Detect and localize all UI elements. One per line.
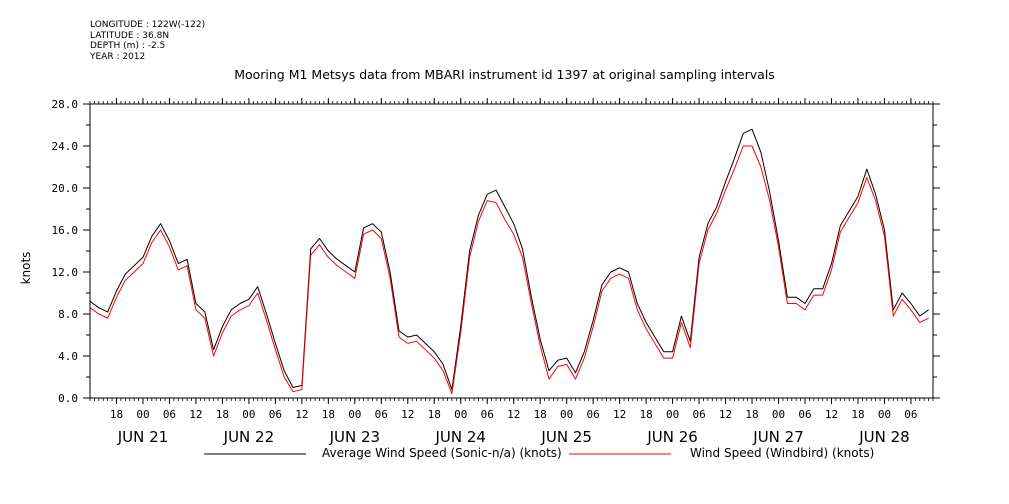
plot-frame (89, 103, 934, 399)
x-tick-label: 06 (904, 408, 917, 421)
x-tick-label: 06 (269, 408, 282, 421)
x-tick-label: 18 (110, 408, 123, 421)
y-tick-label: 28.0 (52, 98, 79, 111)
y-tick-label: 0.0 (58, 392, 78, 405)
y-tick-label: 24.0 (52, 140, 79, 153)
x-tick-label: 18 (534, 408, 547, 421)
x-tick-label: 00 (242, 408, 255, 421)
series-line-windbird (89, 145, 929, 395)
x-tick-label: 06 (375, 408, 388, 421)
x-tick-label: 12 (719, 408, 732, 421)
x-tick-label: 12 (825, 408, 838, 421)
latitude-text: LATITUDE : 36.8N (90, 30, 170, 41)
x-tick-label: 00 (136, 408, 149, 421)
x-tick-label: 12 (613, 408, 626, 421)
x-tick-label: 12 (507, 408, 520, 421)
legend-label-windbird: Wind Speed (Windbird) (knots) (690, 446, 875, 460)
x-tick-label: 18 (745, 408, 758, 421)
x-tick-label: 06 (798, 408, 811, 421)
series-line-sonic (89, 128, 929, 391)
depth-text: DEPTH (m) : -2.5 (90, 41, 166, 51)
x-tick-label: 00 (560, 408, 573, 421)
x-tick-label: 18 (428, 408, 441, 421)
x-tick-label: 12 (189, 408, 202, 421)
x-tick-label: 06 (587, 408, 600, 421)
x-day-label: JUN 22 (223, 428, 274, 446)
series-layer (89, 128, 929, 395)
longitude-text: LONGITUDE : 122W(-122) (90, 20, 206, 30)
x-day-label: JUN 28 (858, 428, 909, 446)
chart-title: Mooring M1 Metsys data from MBARI instru… (234, 67, 775, 82)
y-tick-label: 12.0 (52, 266, 79, 279)
x-tick-label: 06 (163, 408, 176, 421)
axes-layer: 0.0 4.0 8.0 12.0 16.0 20.0 24.0 28.0 18 00 06 12 18 0… (52, 98, 940, 446)
x-tick-label: 00 (454, 408, 467, 421)
x-day-label: JUN 24 (435, 428, 486, 446)
metadata-block: LONGITUDE : 122W(-122) LATITUDE : 36.8N … (90, 20, 205, 62)
x-day-label: JUN 21 (117, 428, 168, 446)
x-tick-label: 06 (692, 408, 705, 421)
year-text: YEAR : 2012 (90, 51, 146, 62)
x-tick-label: 06 (481, 408, 494, 421)
x-tick-label: 18 (639, 408, 652, 421)
x-tick-label: 00 (772, 408, 785, 421)
x-tick-label: 18 (851, 408, 864, 421)
y-axis-label: knots (19, 251, 33, 285)
x-day-label: JUN 25 (540, 428, 591, 446)
y-tick-label: 16.0 (52, 224, 79, 237)
x-tick-label: 00 (348, 408, 361, 421)
legend-label-sonic: Average Wind Speed (Sonic-n/a) (knots) (322, 446, 562, 460)
y-tick-label: 4.0 (58, 350, 78, 363)
x-tick-label: 00 (878, 408, 891, 421)
x-tick-label: 00 (666, 408, 679, 421)
x-tick-label: 12 (401, 408, 414, 421)
y-tick-label: 20.0 (52, 182, 79, 195)
x-day-label: JUN 26 (646, 428, 697, 446)
y-tick-label: 8.0 (58, 308, 78, 321)
x-tick-label: 12 (295, 408, 308, 421)
x-day-label: JUN 27 (752, 428, 803, 446)
x-tick-label: 18 (216, 408, 229, 421)
x-day-label: JUN 23 (329, 428, 380, 446)
x-tick-label: 18 (322, 408, 335, 421)
